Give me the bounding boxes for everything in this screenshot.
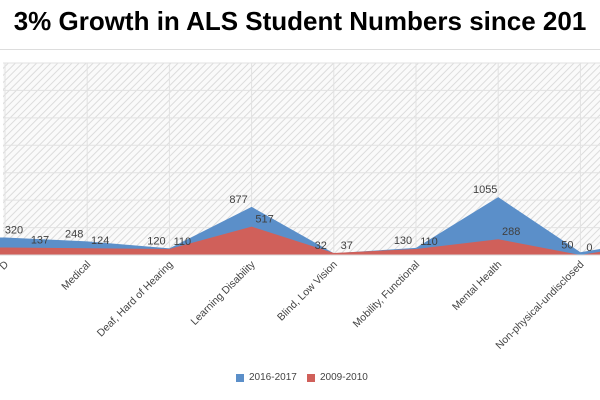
chart-title: 3% Growth in ALS Student Numbers since 2…	[13, 6, 587, 36]
legend-label: 2016-2017	[249, 372, 297, 383]
data-label: 288	[502, 226, 520, 238]
data-label: 517	[255, 214, 273, 226]
data-label: 130	[394, 235, 412, 247]
legend-swatch-blue	[236, 373, 244, 382]
data-label: 1055	[473, 184, 497, 196]
x-tick-label: D	[0, 258, 11, 272]
data-label: 32	[315, 240, 327, 252]
data-label: 248	[65, 228, 83, 240]
data-label: 137	[31, 234, 49, 246]
data-label: 110	[174, 236, 192, 248]
x-tick-label: Non-physical-undisclosed	[493, 259, 586, 352]
x-tick-label: Mental Health	[450, 259, 504, 313]
title-divider	[0, 49, 600, 50]
x-tick-label: Medical	[59, 259, 93, 293]
data-label: 37	[341, 240, 353, 252]
legend-item-2016-2017: 2016-2017	[236, 372, 297, 383]
data-label: 124	[91, 235, 109, 247]
legend-swatch-red	[307, 373, 315, 382]
x-tick-label: Mobility, Functional	[351, 259, 422, 330]
data-label: 120	[147, 235, 165, 247]
area-series-2016-2017	[0, 197, 600, 255]
data-label: 877	[229, 194, 247, 206]
data-label: 110	[420, 236, 438, 248]
x-tick-label: Deaf, Hard of Hearing	[95, 259, 176, 340]
area-series-2009-2010	[0, 226, 600, 255]
x-tick-label: Blind, Low Vision	[275, 259, 340, 324]
legend-label: 2009-2010	[320, 372, 368, 383]
x-tick-label: Learning Disability	[189, 258, 259, 328]
data-label: 320	[5, 224, 23, 236]
data-label: 0	[586, 242, 592, 254]
legend-item-2009-2010: 2009-2010	[307, 372, 368, 383]
data-label: 50	[561, 239, 573, 251]
